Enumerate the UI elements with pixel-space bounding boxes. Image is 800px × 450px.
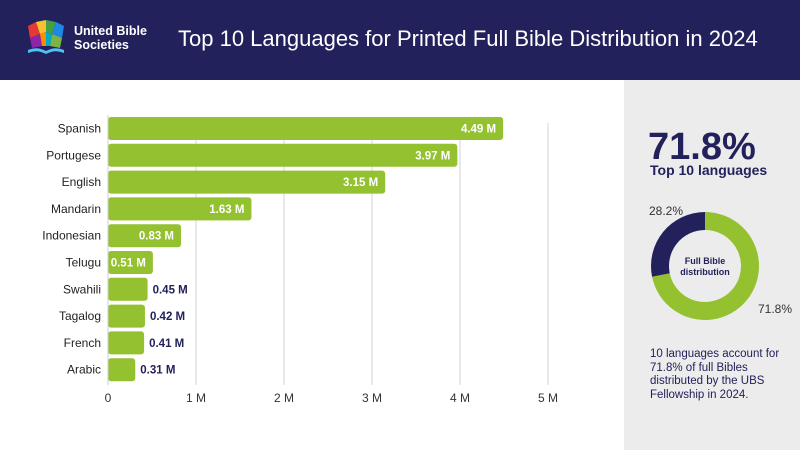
x-tick-label: 0: [105, 391, 112, 405]
category-label: Swahili: [63, 282, 101, 296]
x-tick-label: 2 M: [274, 391, 294, 405]
category-label: English: [62, 175, 101, 189]
bar: [108, 304, 145, 328]
bar: [108, 170, 386, 194]
big-percent-label: Top 10 languages: [650, 162, 768, 178]
bar: [108, 277, 148, 301]
data-label: 0.31 M: [140, 365, 175, 377]
org-name-line2: Societies: [74, 38, 129, 52]
bar: [108, 143, 458, 167]
bar: [108, 251, 153, 274]
category-label: Telugu: [66, 256, 101, 270]
donut-slice: [652, 212, 759, 320]
data-label: 1.63 M: [209, 204, 244, 216]
x-tick-label: 3 M: [362, 391, 382, 405]
data-label: 0.42 M: [150, 311, 185, 323]
donut-center-label: distribution: [680, 267, 730, 277]
bar: [108, 358, 136, 382]
bar-chart: 0 1 M 2 M 3 M 4 M 5 M Spanish 4.49 M Portugese 3.…: [42, 115, 558, 405]
summary-description: 10 languages account for 71.8% of full B…: [650, 348, 780, 401]
org-name-line1: United Bible: [74, 24, 147, 38]
bar: [108, 224, 182, 248]
data-label: 0.83 M: [139, 231, 174, 243]
category-label: French: [64, 336, 101, 350]
data-label: 0.41 M: [149, 338, 184, 350]
data-label: 4.49 M: [461, 124, 496, 136]
category-label: Mandarin: [51, 202, 101, 216]
data-label: 0.51 M: [111, 258, 146, 270]
category-label: Spanish: [58, 122, 101, 136]
bar: [108, 331, 145, 355]
big-percent: 71.8%: [648, 126, 756, 168]
donut-center-label: Full Bible: [685, 256, 726, 266]
category-label: Indonesian: [42, 229, 101, 243]
page-title: Top 10 Languages for Printed Full Bible …: [178, 26, 758, 51]
data-label: 3.97 M: [415, 150, 450, 162]
category-label: Arabic: [67, 363, 101, 377]
slice-label: 71.8%: [758, 302, 792, 316]
x-tick-label: 1 M: [186, 391, 206, 405]
slice-label: 28.2%: [649, 204, 683, 218]
ubs-logo-icon: [28, 20, 64, 54]
x-tick-label: 5 M: [538, 391, 558, 405]
category-label: Portugese: [46, 148, 101, 162]
category-label: Tagalog: [59, 309, 101, 323]
data-label: 0.45 M: [153, 284, 188, 296]
org-name: United Bible Societies: [74, 24, 154, 52]
x-tick-label: 4 M: [450, 391, 470, 405]
bar: [108, 117, 504, 140]
data-label: 3.15 M: [343, 177, 378, 189]
header: United Bible Societies Top 10 Languages …: [0, 0, 800, 80]
donut-slice: [651, 212, 705, 277]
bar: [108, 197, 252, 221]
